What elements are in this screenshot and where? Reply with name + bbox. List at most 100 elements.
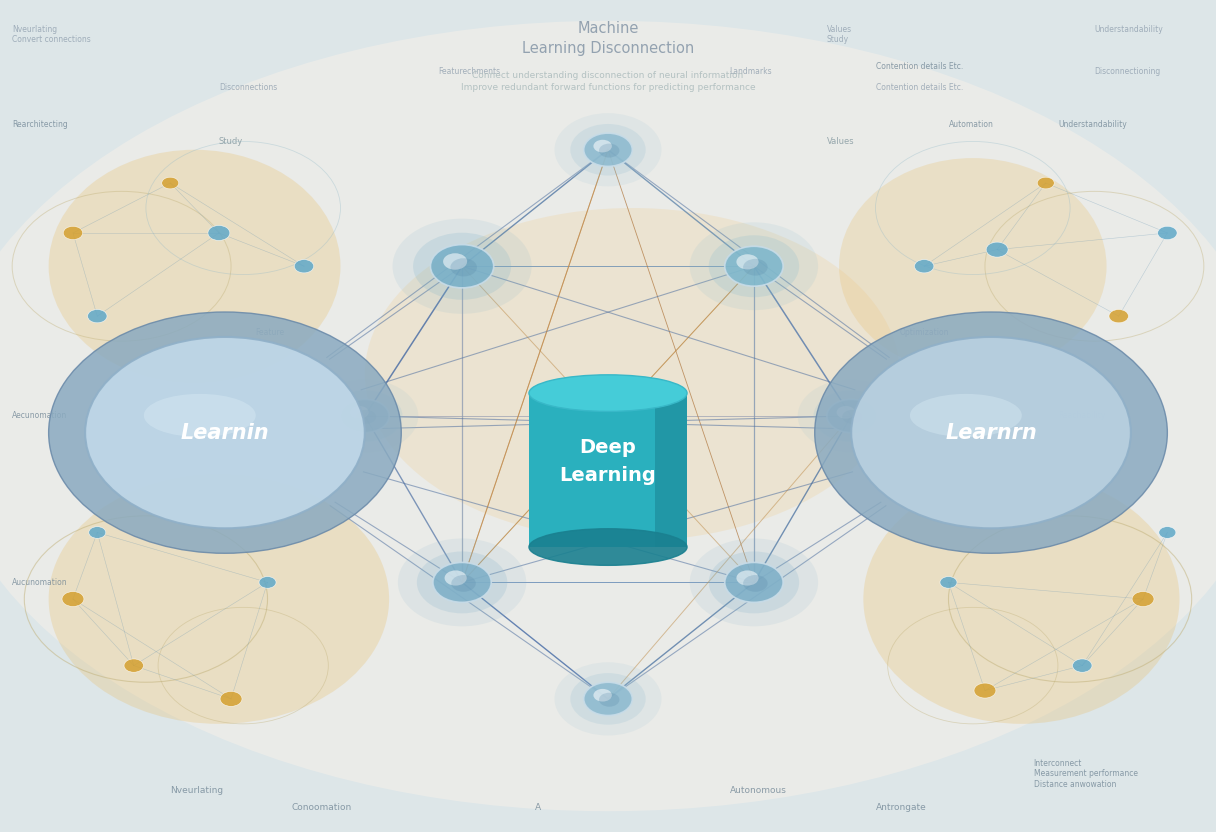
Text: Interconnect
Measurement performance
Distance anwowation: Interconnect Measurement performance Dis… <box>1034 759 1138 789</box>
Circle shape <box>417 552 507 613</box>
Circle shape <box>737 571 759 586</box>
Circle shape <box>393 219 531 314</box>
Circle shape <box>599 144 619 157</box>
Circle shape <box>1109 310 1128 323</box>
Circle shape <box>737 255 759 270</box>
Circle shape <box>1132 592 1154 607</box>
Text: Deep
Learning: Deep Learning <box>559 438 657 485</box>
Bar <box>529 393 687 547</box>
Ellipse shape <box>365 208 900 541</box>
Circle shape <box>743 575 767 592</box>
Text: Understandability: Understandability <box>1058 121 1127 129</box>
Text: Nveurlating
Convert connections: Nveurlating Convert connections <box>12 25 91 44</box>
Circle shape <box>599 693 619 706</box>
Ellipse shape <box>529 374 687 411</box>
Text: Contention details Etc.: Contention details Etc. <box>876 62 963 71</box>
Circle shape <box>974 683 996 698</box>
Circle shape <box>725 246 783 286</box>
Text: Learnrn: Learnrn <box>945 423 1037 443</box>
Circle shape <box>709 235 799 297</box>
Circle shape <box>827 399 876 433</box>
Circle shape <box>89 527 106 538</box>
Circle shape <box>162 177 179 189</box>
Circle shape <box>593 689 612 701</box>
Circle shape <box>815 312 1167 553</box>
Text: Landmarks: Landmarks <box>730 67 772 76</box>
Text: Disconnectioning: Disconnectioning <box>1094 67 1160 76</box>
Circle shape <box>430 245 494 288</box>
Text: Aucunomation: Aucunomation <box>12 578 68 587</box>
Ellipse shape <box>863 474 1180 724</box>
Circle shape <box>851 337 1131 528</box>
Circle shape <box>554 113 662 186</box>
Text: Conoomation: Conoomation <box>292 803 353 811</box>
Text: Machine
Learning Disconnection: Machine Learning Disconnection <box>522 21 694 56</box>
Text: Aecunomation: Aecunomation <box>12 412 67 420</box>
Ellipse shape <box>839 158 1107 374</box>
Circle shape <box>570 124 646 176</box>
Ellipse shape <box>49 150 340 383</box>
Circle shape <box>311 379 418 453</box>
Circle shape <box>398 538 527 626</box>
Ellipse shape <box>529 529 687 565</box>
Text: Automation: Automation <box>948 121 993 129</box>
Text: Reachability: Reachability <box>1058 412 1105 420</box>
Circle shape <box>1037 177 1054 189</box>
Text: Nveurlating: Nveurlating <box>170 786 224 795</box>
Circle shape <box>85 337 365 528</box>
Text: A: A <box>535 803 541 811</box>
Text: Disconnections: Disconnections <box>219 83 277 92</box>
Text: Learnin: Learnin <box>181 423 269 443</box>
Text: Optimization: Optimization <box>900 329 950 337</box>
Text: Antrongate: Antrongate <box>876 803 927 811</box>
Circle shape <box>940 577 957 588</box>
Ellipse shape <box>143 394 255 437</box>
Circle shape <box>49 312 401 553</box>
Circle shape <box>1073 659 1092 672</box>
Circle shape <box>208 225 230 240</box>
Circle shape <box>798 379 905 453</box>
Circle shape <box>220 691 242 706</box>
Circle shape <box>570 673 646 725</box>
Text: Contention details Etc.: Contention details Etc. <box>876 83 963 92</box>
Ellipse shape <box>49 474 389 724</box>
Polygon shape <box>655 394 687 547</box>
Circle shape <box>709 552 799 613</box>
Circle shape <box>63 226 83 240</box>
Circle shape <box>593 140 612 152</box>
Circle shape <box>62 592 84 607</box>
Ellipse shape <box>910 394 1021 437</box>
Circle shape <box>725 562 783 602</box>
Text: Values: Values <box>827 137 855 146</box>
Circle shape <box>837 406 855 418</box>
Text: Feature: Feature <box>255 329 285 337</box>
Circle shape <box>743 259 767 275</box>
Circle shape <box>327 390 402 442</box>
Circle shape <box>294 260 314 273</box>
Circle shape <box>843 410 862 423</box>
Circle shape <box>584 133 632 166</box>
Circle shape <box>451 575 475 592</box>
Circle shape <box>356 410 376 423</box>
Text: Connect understanding disconnection of neural information
Improve redundant forw: Connect understanding disconnection of n… <box>461 71 755 92</box>
Circle shape <box>445 571 467 586</box>
Text: Autonomous: Autonomous <box>730 786 787 795</box>
Circle shape <box>986 242 1008 257</box>
Circle shape <box>124 659 143 672</box>
Text: Study: Study <box>219 137 243 146</box>
Circle shape <box>450 258 477 276</box>
Circle shape <box>443 253 467 270</box>
Text: Featurechments: Featurechments <box>438 67 500 76</box>
Text: Values
Study: Values Study <box>827 25 852 44</box>
Circle shape <box>554 662 662 735</box>
Text: Understandability: Understandability <box>1094 25 1164 34</box>
Circle shape <box>689 538 818 626</box>
Circle shape <box>1158 226 1177 240</box>
Circle shape <box>689 222 818 310</box>
Text: Rearchitecting: Rearchitecting <box>12 121 68 129</box>
Circle shape <box>914 260 934 273</box>
Circle shape <box>88 310 107 323</box>
Circle shape <box>433 562 491 602</box>
Ellipse shape <box>0 21 1216 811</box>
Circle shape <box>350 406 368 418</box>
